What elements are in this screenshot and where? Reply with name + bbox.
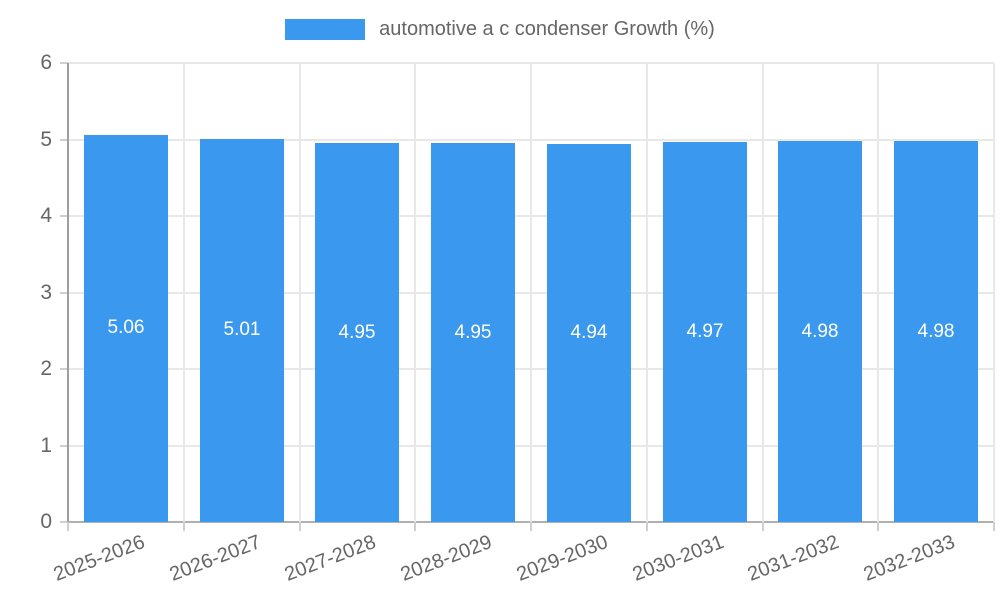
y-tick-label: 3 [40, 280, 52, 304]
legend-label: automotive a c condenser Growth (%) [379, 18, 715, 40]
x-gridline [877, 63, 880, 522]
bar-value-label: 4.94 [570, 322, 608, 344]
bar: 4.98 [778, 141, 862, 522]
y-axis-tick [60, 62, 68, 64]
x-gridline [182, 63, 185, 522]
y-axis-tick [60, 521, 68, 523]
bar-value-label: 5.06 [107, 317, 145, 339]
bar: 4.95 [315, 143, 399, 522]
x-gridline [298, 63, 301, 522]
chart-legend[interactable]: automotive a c condenser Growth (%) [0, 18, 1000, 41]
x-gridline [645, 63, 648, 522]
y-axis-tick [60, 138, 68, 141]
x-axis-tick [761, 522, 764, 531]
y-axis-tick [60, 368, 68, 370]
x-gridline [530, 63, 532, 522]
x-axis-tick [993, 522, 995, 531]
y-axis-tick [60, 444, 68, 447]
bar-value-label: 4.98 [917, 320, 955, 342]
x-axis-tick [67, 522, 69, 531]
x-axis-tick [530, 522, 532, 531]
bar: 5.06 [84, 134, 168, 522]
x-axis-tick [645, 522, 648, 531]
y-axis-line [67, 63, 69, 522]
y-tick-label: 6 [40, 51, 52, 74]
bar-value-label: 4.95 [454, 321, 492, 343]
bar: 4.97 [663, 141, 747, 522]
y-axis-tick [60, 291, 68, 294]
bar: 5.01 [200, 138, 284, 522]
x-axis-tick [877, 522, 880, 531]
bar: 4.98 [894, 141, 978, 522]
bar-value-label: 4.98 [801, 320, 839, 342]
bar: 4.94 [547, 144, 631, 522]
y-tick-label: 5 [40, 127, 52, 151]
x-gridline [414, 63, 417, 522]
y-tick-label: 2 [40, 357, 52, 380]
y-tick-label: 0 [40, 510, 52, 533]
bar: 4.95 [431, 143, 515, 522]
legend-swatch [285, 19, 366, 40]
bar-value-label: 4.97 [686, 320, 724, 342]
bar-value-label: 4.95 [338, 321, 376, 343]
x-axis-tick [182, 522, 185, 531]
y-tick-label: 4 [40, 204, 52, 227]
y-tick-label: 1 [40, 433, 52, 457]
bar-value-label: 5.01 [223, 319, 261, 341]
x-gridline [761, 63, 764, 522]
x-axis-tick [414, 522, 417, 531]
x-gridline [993, 63, 995, 522]
y-axis-tick [60, 215, 68, 217]
x-axis-tick [298, 522, 301, 531]
